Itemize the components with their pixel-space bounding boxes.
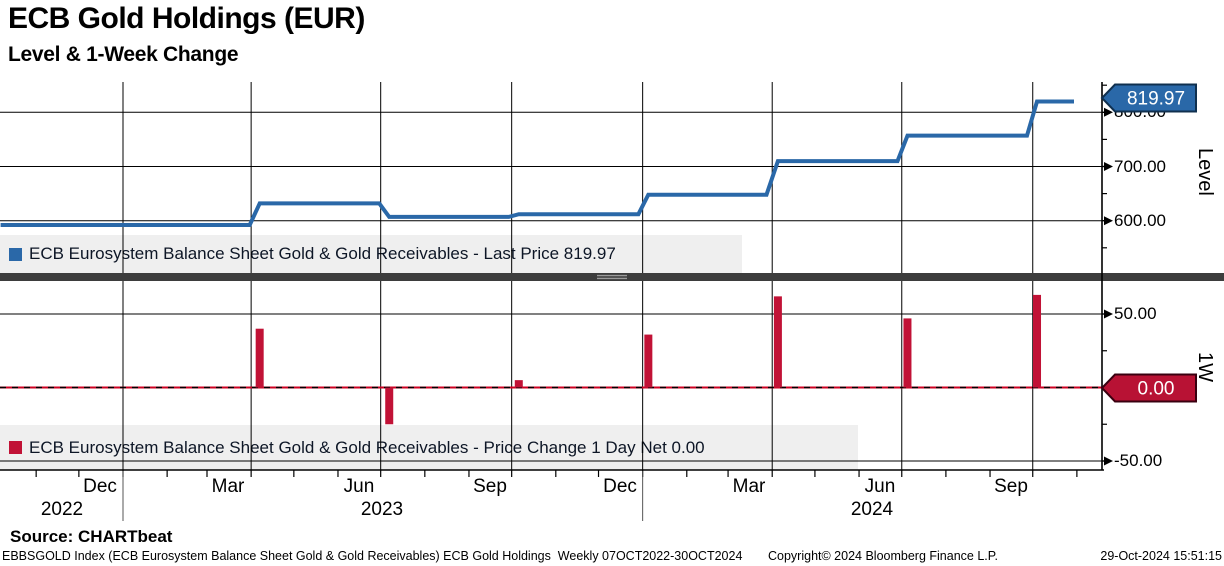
x-axis-year-label: 2023 bbox=[360, 499, 404, 520]
change-bar bbox=[255, 328, 264, 388]
change-bar bbox=[514, 380, 523, 388]
last-price-tag-value: 819.97 bbox=[1127, 89, 1185, 110]
separator-grip-icon[interactable] bbox=[597, 274, 627, 280]
change-ytick-label: 50.00 bbox=[1114, 304, 1157, 323]
last-price-tag: 819.97 bbox=[1100, 83, 1197, 113]
level-axis-title: Level bbox=[1194, 148, 1216, 196]
axis-tick-arrow-icon bbox=[1104, 216, 1113, 226]
page-title: ECB Gold Holdings (EUR) bbox=[8, 2, 365, 35]
level-legend-row[interactable]: ECB Eurosystem Balance Sheet Gold & Gold… bbox=[0, 235, 742, 273]
source-attribution: Source: CHARTbeat bbox=[10, 527, 173, 546]
change-bar bbox=[644, 334, 653, 388]
x-axis-month-label: Sep bbox=[994, 476, 1028, 497]
x-axis-month-label: Mar bbox=[211, 476, 245, 497]
chart-timestamp: 29-Oct-2024 15:51:15 bbox=[1100, 549, 1222, 563]
axis-tick-arrow-icon bbox=[1104, 107, 1113, 117]
level-ytick-label: 700.00 bbox=[1114, 156, 1166, 176]
x-axis-year-label: 2022 bbox=[40, 499, 84, 520]
x-axis-year-label: 2024 bbox=[850, 499, 894, 520]
axis-tick-arrow-icon bbox=[1104, 309, 1113, 319]
change-legend-row[interactable]: ECB Eurosystem Balance Sheet Gold & Gold… bbox=[0, 425, 858, 470]
panel-separator bbox=[0, 273, 1224, 281]
axis-tick-arrow-icon bbox=[1104, 456, 1113, 466]
change-series-swatch-icon bbox=[9, 441, 22, 454]
page-subtitle: Level & 1-Week Change bbox=[8, 43, 239, 66]
index-description: EBBSGOLD Index (ECB Eurosystem Balance S… bbox=[2, 549, 743, 563]
level-step-line bbox=[0, 99, 1074, 227]
last-price-tag-shape bbox=[1100, 83, 1197, 113]
change-bar bbox=[385, 387, 394, 425]
change-legend-label: ECB Eurosystem Balance Sheet Gold & Gold… bbox=[29, 437, 705, 457]
last-change-tag-shape bbox=[1100, 373, 1197, 403]
copyright-notice: Copyright© 2024 Bloomberg Finance L.P. bbox=[768, 549, 998, 563]
change-bar bbox=[1033, 294, 1042, 388]
last-change-tag: 0.00 bbox=[1100, 373, 1197, 403]
level-ytick-label: 600.00 bbox=[1114, 210, 1166, 230]
x-axis-month-label: Dec bbox=[603, 476, 637, 497]
x-axis-month-label: Jun bbox=[343, 476, 375, 497]
x-axis-month-label: Sep bbox=[473, 476, 507, 497]
change-bar bbox=[903, 318, 912, 388]
change-bar bbox=[773, 296, 782, 388]
x-axis-month-label: Jun bbox=[864, 476, 896, 497]
axis-tick-arrow-icon bbox=[1104, 162, 1113, 171]
change-ytick-label: -50.00 bbox=[1114, 451, 1163, 470]
x-axis-month-label: Dec bbox=[83, 476, 117, 497]
x-axis-month-label: Mar bbox=[732, 476, 766, 497]
last-change-tag-value: 0.00 bbox=[1138, 379, 1175, 400]
level-series-swatch-icon bbox=[9, 247, 22, 261]
change-axis-title: 1W bbox=[1194, 352, 1216, 382]
level-legend-label: ECB Eurosystem Balance Sheet Gold & Gold… bbox=[29, 244, 616, 263]
